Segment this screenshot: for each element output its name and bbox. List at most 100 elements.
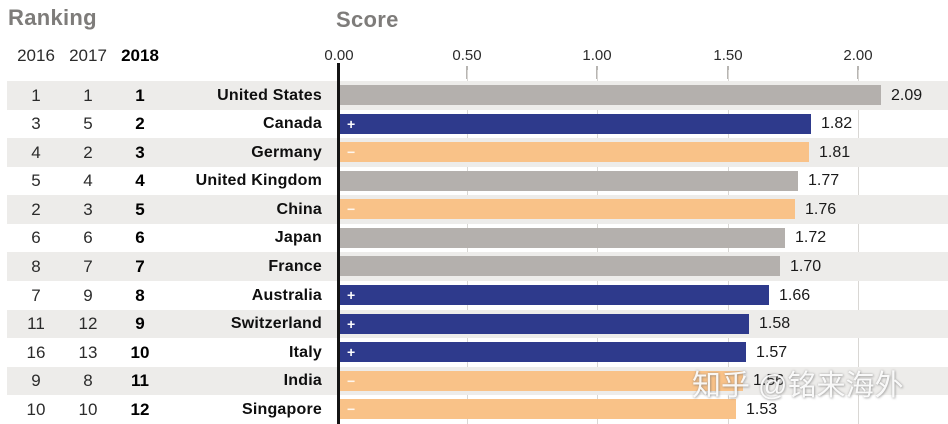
year-column-2016: 2016	[17, 46, 55, 65]
watermark: 知乎 @铭来海外	[692, 370, 904, 402]
table-row: 8 7 7 France 1.70	[7, 252, 948, 281]
axis-tick-label-3: 1.50	[713, 47, 743, 64]
rank-2016: 1	[31, 86, 41, 105]
score-bar: +	[340, 342, 746, 362]
country-label: Italy	[288, 344, 322, 361]
year-column-2018: 2018	[121, 46, 159, 65]
axis-tick-label-1: 0.50	[452, 47, 482, 64]
country-label: Canada	[263, 115, 322, 132]
minus-icon: −	[347, 401, 356, 417]
country-label: China	[276, 201, 322, 218]
gridline	[858, 70, 859, 424]
score-value: 1.70	[790, 258, 822, 275]
rank-2017: 3	[83, 200, 93, 219]
score-bar: +	[340, 314, 749, 334]
score-bar: −	[340, 199, 795, 219]
rank-2016: 7	[31, 286, 41, 305]
table-row: 10 10 12 Singapore − 1.53	[7, 395, 948, 424]
rank-2018: 4	[135, 171, 145, 190]
score-header: Score	[336, 7, 399, 32]
score-value: 1.82	[821, 115, 853, 132]
rank-2017: 8	[83, 371, 93, 390]
rank-2017: 1	[83, 86, 93, 105]
rank-2017: 7	[83, 257, 93, 276]
table-row: 4 2 3 Germany − 1.81	[7, 138, 948, 167]
score-value: 1.57	[756, 344, 788, 361]
table-row: 1 1 1 United States 2.09	[7, 81, 948, 110]
country-label: Singapore	[241, 401, 322, 418]
rank-2016: 4	[31, 143, 41, 162]
table-row: 2 3 5 China − 1.76	[7, 195, 948, 224]
score-bar: +	[340, 285, 769, 305]
rank-2018: 1	[135, 86, 145, 105]
axis-tick-label-4: 2.00	[843, 47, 873, 64]
score-bar	[340, 228, 785, 248]
rank-2018: 2	[135, 114, 145, 133]
score-bar	[340, 256, 780, 276]
rank-2017: 2	[83, 143, 93, 162]
rank-2016: 16	[26, 343, 46, 362]
axis-tick-label-0: 0.00	[324, 47, 354, 64]
country-label: United States	[217, 87, 322, 104]
country-label: Switzerland	[230, 315, 322, 332]
country-label: France	[268, 258, 322, 275]
plus-icon: +	[347, 287, 356, 303]
score-value: 1.76	[805, 201, 837, 218]
rank-2017: 12	[78, 314, 98, 333]
score-bar: −	[340, 399, 736, 419]
table-row: 11 12 9 Switzerland +1.58	[7, 310, 948, 338]
score-value: 1.77	[808, 172, 840, 189]
rank-2017: 13	[78, 343, 98, 362]
rank-2018: 9	[135, 314, 145, 333]
rank-2018: 5	[135, 200, 145, 219]
rank-2016: 11	[27, 314, 45, 333]
rank-2016: 6	[31, 228, 41, 247]
rank-2018: 6	[135, 228, 145, 247]
rank-2018: 10	[130, 343, 150, 362]
table-row: 7 9 8 Australia +1.66	[7, 281, 948, 310]
rank-2018: 7	[135, 257, 145, 276]
score-bar	[340, 171, 798, 191]
score-value: 2.09	[891, 87, 923, 104]
rank-2016: 10	[26, 400, 46, 419]
rank-2018: 8	[135, 286, 145, 305]
plus-icon: +	[347, 344, 356, 360]
table-row: 3 5 2 Canada +1.82	[7, 110, 948, 138]
country-label: Japan	[274, 229, 322, 246]
rank-2018: 12	[130, 400, 150, 419]
rank-2016: 5	[31, 171, 41, 190]
table-row: 16 13 10 Italy +1.57	[7, 338, 948, 367]
rank-2017: 4	[83, 171, 93, 190]
plus-icon: +	[347, 316, 356, 332]
rank-2017: 9	[83, 286, 93, 305]
rank-2017: 6	[83, 228, 93, 247]
score-bar: +	[340, 114, 811, 134]
rank-2016: 8	[31, 257, 41, 276]
score-value: 1.66	[779, 287, 811, 304]
score-bar: −	[340, 142, 809, 162]
rank-2017: 10	[78, 400, 98, 419]
table-row: 6 6 6 Japan 1.72	[7, 224, 948, 252]
axis-tick-label-2: 1.00	[582, 47, 612, 64]
axis-baseline	[337, 63, 340, 424]
plus-icon: +	[347, 116, 356, 132]
country-label: Australia	[251, 287, 322, 304]
year-column-2017: 2017	[69, 46, 107, 65]
ranking-header: Ranking	[8, 5, 97, 30]
score-value: 1.56	[753, 372, 785, 389]
score-value: 1.53	[746, 401, 778, 418]
score-bar: −	[340, 371, 743, 391]
rank-2017: 5	[83, 114, 93, 133]
rank-2016: 2	[31, 200, 41, 219]
rank-2018: 3	[135, 143, 145, 162]
rank-2018: 11	[131, 371, 149, 390]
rank-2016: 3	[31, 114, 41, 133]
score-value: 1.72	[795, 229, 827, 246]
score-value: 1.81	[819, 144, 851, 161]
table-row: 9 8 11 India − 1.56	[7, 367, 948, 395]
score-bar	[340, 85, 881, 105]
score-value: 1.58	[759, 315, 791, 332]
minus-icon: −	[347, 144, 356, 160]
minus-icon: −	[347, 201, 356, 217]
